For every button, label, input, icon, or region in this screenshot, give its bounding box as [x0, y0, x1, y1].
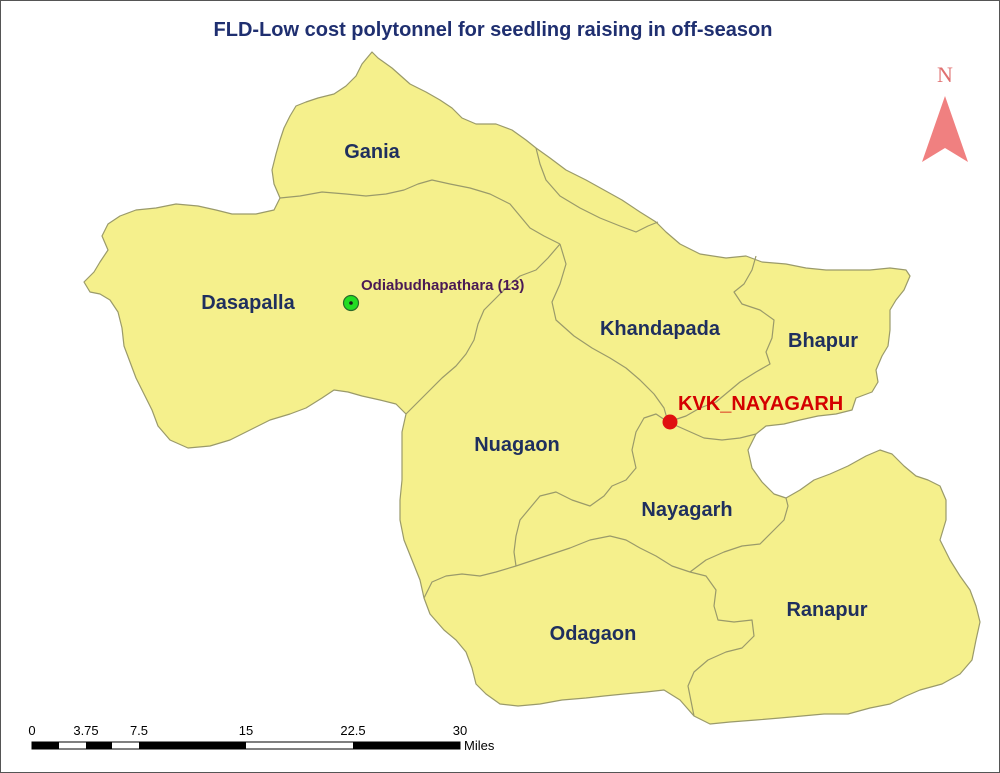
north-arrow-icon: [922, 96, 968, 162]
scale-seg-4: [353, 742, 460, 749]
boundary-nuagaon-nayagarh: [513, 413, 669, 567]
block-boundaries: [279, 147, 789, 717]
boundary-nayagarh-ranapur: [689, 497, 789, 573]
north-arrow: N: [922, 62, 968, 162]
boundary-dasapalla-nuagaon: [405, 243, 561, 415]
boundary-khandapada-bhapur: [667, 255, 775, 423]
scale-tick-1: 3.75: [73, 723, 98, 738]
site-label: Odiabudhapathara (13): [361, 277, 524, 294]
block-label-nuagaon: Nuagaon: [474, 434, 560, 456]
scale-tick-3: 15: [239, 723, 253, 738]
boundary-gania-khandapada: [535, 147, 659, 233]
site-marker[interactable]: [342, 294, 360, 312]
district-land: [83, 51, 981, 725]
site-point-center: [349, 301, 353, 305]
scale-seg-3: [139, 742, 246, 749]
block-labels: Gania Dasapalla Khandapada Bhapur Nuagao…: [201, 141, 867, 645]
boundary-gania-dasapalla: [279, 179, 561, 245]
boundary-nuagaon-odagaon: [423, 565, 517, 599]
kvk-point-icon[interactable]: [662, 414, 678, 430]
block-label-khandapada: Khandapada: [600, 318, 721, 340]
block-label-gania: Gania: [344, 141, 400, 163]
kvk-label: KVK_NAYAGARH: [678, 393, 843, 415]
block-label-ranapur: Ranapur: [786, 599, 867, 621]
scale-tick-2: 7.5: [130, 723, 148, 738]
boundary-khandapada-nuagaon: [551, 243, 669, 423]
scale-bar: 0 3.75 7.5 15 22.5 30 Miles: [28, 723, 494, 753]
map-title: FLD-Low cost polytonnel for seedling rai…: [214, 19, 773, 41]
block-label-dasapalla: Dasapalla: [201, 292, 295, 314]
scale-seg-2: [86, 742, 112, 749]
scale-seg-1: [32, 742, 59, 749]
district-map: [83, 51, 981, 725]
scale-tick-5: 30: [453, 723, 467, 738]
scale-tick-4: 22.5: [340, 723, 365, 738]
boundary-bhapur-nayagarh: [667, 421, 757, 441]
block-label-bhapur: Bhapur: [788, 330, 858, 352]
block-label-odagaon: Odagaon: [550, 623, 637, 645]
scale-unit: Miles: [464, 738, 495, 753]
block-label-nayagarh: Nayagarh: [641, 499, 732, 521]
scale-tick-0: 0: [28, 723, 35, 738]
boundary-nayagarh-odagaon: [515, 535, 755, 717]
north-label: N: [937, 62, 953, 87]
